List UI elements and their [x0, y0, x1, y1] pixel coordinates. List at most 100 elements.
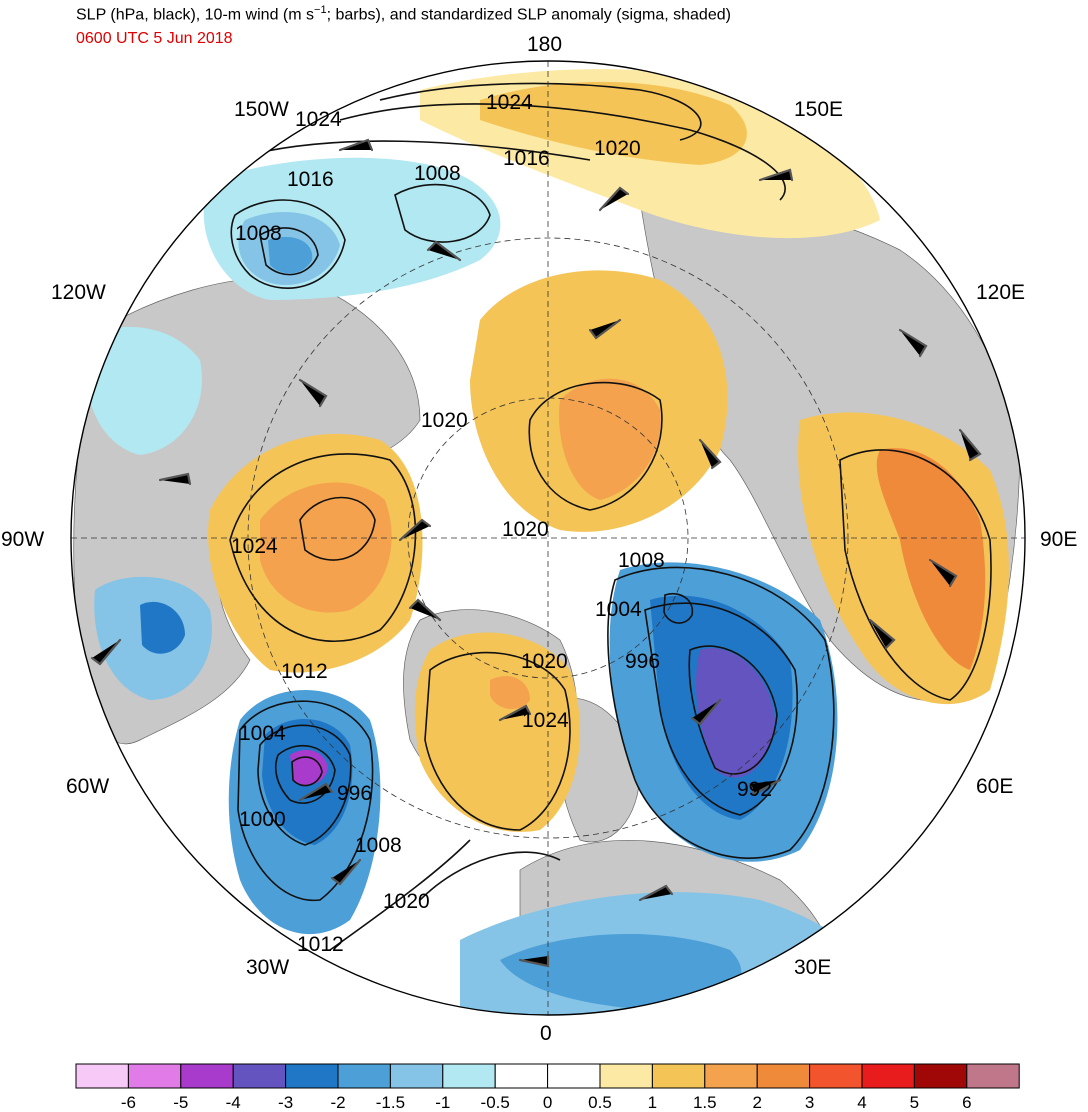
contour-label: 1012: [281, 660, 328, 683]
wind-barb: [330, 858, 362, 886]
wind-barb: [868, 618, 896, 650]
figure-title: SLP (hPa, black), 10-m wind (m s−1; barb…: [76, 4, 731, 24]
colorbar-tick-label: -1.5: [376, 1093, 405, 1112]
contour-label: 1008: [355, 834, 402, 857]
contour-greenland-high: [424, 651, 571, 831]
colorbar-swatch: [494, 1063, 549, 1089]
colorbar-tick-label: 0.5: [588, 1093, 612, 1112]
parallel-50n: [247, 237, 849, 839]
wind-barbs: [90, 138, 982, 968]
contour-label: 1024: [522, 709, 569, 732]
colorbar-swatch: [232, 1063, 287, 1089]
contour-label: 1004: [239, 722, 286, 745]
colorbar-tick-label: -5: [173, 1093, 188, 1112]
graticule: [71, 61, 1025, 1015]
colorbar-swatch: [127, 1063, 182, 1089]
lon-label-90e: 90E: [1040, 528, 1077, 551]
contour-canada-high: [229, 453, 417, 643]
contour-label: 1024: [231, 535, 278, 558]
anomaly-positive-arctic-core: [559, 378, 661, 500]
wind-barb: [690, 698, 722, 726]
contour-label: 1000: [239, 808, 286, 831]
contour-label: 1016: [503, 147, 550, 170]
colorbar-swatch: [599, 1063, 653, 1089]
parallel-70n: [407, 397, 689, 679]
contour-label: 992: [737, 778, 772, 801]
lon-label-60w: 60W: [66, 775, 109, 798]
colorbar-swatch: [651, 1063, 706, 1089]
anomaly-negative-barents-center: [695, 648, 775, 778]
wind-barb: [178, 178, 218, 202]
contour-labrador-low-1: [237, 700, 374, 902]
wind-barb: [758, 168, 794, 182]
colorbar-swatch: [756, 1063, 811, 1089]
lon-label-30e: 30E: [794, 956, 831, 979]
colorbar: -6 -5 -4 -3 -2 -1.5 -1 -0.5 0 0.5 1 1.5 2 3 4 5 6: [75, 1063, 1020, 1112]
wind-barb: [598, 186, 630, 212]
colorbar-tick-label: 4: [857, 1093, 866, 1112]
colorbar-tick-label: 2: [752, 1093, 761, 1112]
contour-1024-north: [379, 82, 702, 141]
contour-label: 1020: [421, 409, 468, 432]
anomaly-negative-europe-core: [500, 933, 742, 1010]
colorbar-tick-label: 0: [543, 1093, 552, 1112]
contour-alaska-low-3: [394, 183, 491, 243]
colorbar-tick-label: -4: [226, 1093, 241, 1112]
wind-barb: [426, 240, 462, 262]
contour-label: 1008: [235, 222, 282, 245]
wind-barb: [928, 558, 958, 588]
lon-label-120e: 120E: [976, 281, 1025, 304]
lon-label-150e: 150E: [794, 98, 843, 121]
wind-barb: [518, 954, 550, 968]
anomaly-positive-greenland: [414, 632, 580, 832]
contour-label: 996: [625, 650, 660, 673]
lon-label-60e: 60E: [976, 775, 1013, 798]
contour-label: 1008: [618, 549, 665, 572]
colorbar-swatch: [861, 1063, 915, 1089]
contour-europe-1012: [329, 839, 471, 951]
lon-label-90w: 90W: [1, 528, 44, 551]
colorbar-swatch: [75, 1063, 129, 1089]
wind-barb: [958, 428, 982, 462]
wind-barb: [698, 438, 722, 470]
contour-label: 1020: [383, 890, 430, 913]
wind-barb: [298, 782, 334, 802]
contour-label: 1012: [297, 933, 344, 956]
colorbar-swatch: [285, 1063, 339, 1089]
colorbar-swatch: [809, 1063, 863, 1089]
lon-label-150w: 150W: [234, 98, 289, 121]
wind-barb: [178, 874, 210, 888]
colorbar-swatch: [547, 1063, 601, 1089]
lon-label-120w: 120W: [51, 281, 106, 304]
anomaly-negative-hudson-core: [140, 601, 185, 654]
contour-siberia-high: [839, 449, 992, 701]
title-suffix: ; barbs), and standardized SLP anomaly (…: [326, 6, 731, 24]
colorbar-swatch: [704, 1063, 758, 1089]
contour-label: 1024: [295, 108, 342, 131]
contour-1016-north: [229, 140, 591, 161]
colorbar-swatch: [966, 1063, 1020, 1089]
colorbar-swatch: [913, 1063, 968, 1089]
wind-barb: [158, 472, 192, 486]
anomaly-positive-canada-core: [260, 482, 392, 613]
wind-barb: [408, 598, 442, 622]
colorbar-tick-label: -1: [435, 1093, 450, 1112]
anomaly-positive-greenland-core: [490, 676, 530, 710]
wind-barb: [90, 638, 122, 666]
contour-labels: 1024 1024 1020 1016 1016 1008 1008 1020 …: [231, 91, 772, 956]
wind-barb: [298, 378, 328, 408]
contour-label: 1024: [486, 91, 533, 114]
colorbar-tick-label: 3: [805, 1093, 814, 1112]
wind-barb: [748, 778, 782, 796]
contour-label: 1020: [594, 137, 641, 160]
colorbar-swatch: [442, 1063, 496, 1089]
colorbar-tick-label: -2: [330, 1093, 345, 1112]
contour-canada-high-inner: [299, 496, 376, 561]
contour-europe-1020: [419, 851, 561, 901]
colorbar-tick-label: 1.5: [693, 1093, 717, 1112]
wind-barb: [638, 884, 674, 902]
contour-label: 996: [337, 782, 372, 805]
map-boundary: [70, 60, 1026, 1016]
colorbar-swatch: [180, 1063, 234, 1089]
